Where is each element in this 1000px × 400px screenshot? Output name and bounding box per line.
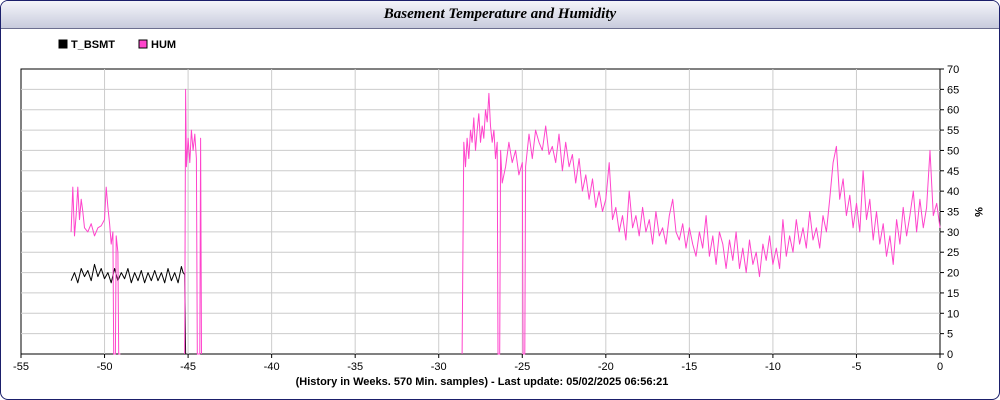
x-tick-label: -55: [13, 361, 29, 373]
y-tick-label: 5: [947, 329, 953, 341]
legend-label-hum: HUM: [151, 39, 176, 51]
x-axis: -55 -50 -45 -40 -35 -30 -25 -20 -15 -10 -5 0: [13, 354, 943, 373]
y-tick-label: 45: [947, 166, 959, 178]
x-tick-label: -35: [347, 361, 363, 373]
y-axis-label: %: [972, 207, 984, 217]
x-tick-label: -15: [681, 361, 697, 373]
y-tick-label: 65: [947, 84, 959, 96]
y-tick-label: 60: [947, 105, 959, 117]
y-tick-label: 20: [947, 268, 959, 280]
series-line-hum: [461, 92, 941, 355]
x-tick-label: -50: [97, 361, 113, 373]
y-tick-label: 10: [947, 308, 959, 320]
x-tick-label: 0: [937, 361, 943, 373]
legend-label-t_bsmt: T_BSMT: [71, 39, 115, 51]
title-bar: Basement Temperature and Humidity: [1, 1, 999, 29]
y-tick-label: 55: [947, 125, 959, 137]
legend: T_BSMT HUM: [58, 39, 176, 51]
y-tick-label: 0: [947, 349, 953, 361]
legend-swatch-t_bsmt: [58, 39, 68, 49]
y-tick-label: 70: [947, 64, 959, 76]
y-tick-label: 40: [947, 186, 959, 198]
y-tick-label: 30: [947, 227, 959, 239]
x-tick-label: -10: [765, 361, 781, 373]
x-tick-label: -25: [514, 361, 530, 373]
x-tick-label: -5: [852, 361, 862, 373]
x-tick-label: -45: [180, 361, 196, 373]
series-line-t_bsmt: [70, 263, 187, 355]
series-line-hum: [70, 186, 121, 355]
x-tick-label: -30: [431, 361, 447, 373]
grid: [21, 69, 940, 354]
legend-swatch-hum: [138, 39, 148, 49]
footer-status: (History in Weeks. 570 Min. samples) - L…: [295, 376, 669, 388]
series-group: [70, 88, 941, 355]
y-tick-label: 50: [947, 145, 959, 157]
y-axis: 0 5 10 15 20 25 30 35 40 45 50 55 60 65 70: [940, 64, 959, 361]
chart-title: Basement Temperature and Humidity: [383, 6, 617, 22]
y-tick-label: 35: [947, 207, 959, 219]
y-tick-label: 15: [947, 288, 959, 300]
y-tick-label: 25: [947, 247, 959, 259]
series-line-hum: [184, 88, 202, 355]
x-tick-label: -20: [598, 361, 614, 373]
x-tick-label: -40: [264, 361, 280, 373]
